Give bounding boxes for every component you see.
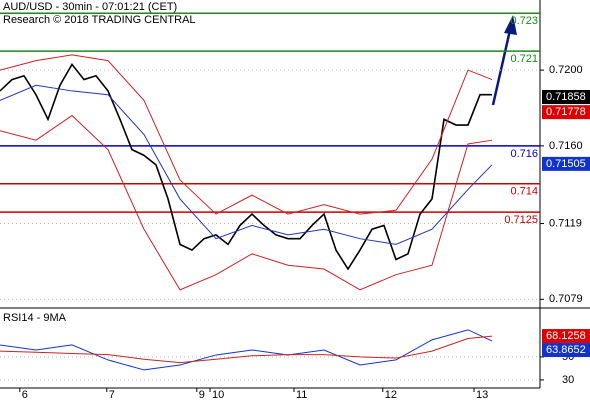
panel-title: RSI14 - 9MA [3, 312, 67, 324]
x-tick-label: 13 [476, 389, 488, 400]
level-label: 0.714 [510, 186, 538, 198]
price-tag [542, 105, 590, 120]
level-label: 0.7125 [504, 214, 538, 226]
arrow [491, 15, 517, 106]
price-tag-label: 0.71505 [546, 158, 586, 170]
series-line [0, 62, 492, 271]
x-tick-label: 9 [199, 389, 205, 400]
price-tag [542, 89, 590, 104]
series-line [0, 329, 493, 371]
y-tick-label: 0.7079 [549, 293, 583, 305]
series-line [0, 335, 493, 364]
x-tick-label: 6 [22, 389, 28, 400]
y-tick-label: 0.7160 [549, 140, 583, 152]
price-tag-label: 0.71778 [546, 106, 586, 118]
price-tag [542, 156, 590, 171]
level-label: 0.716 [510, 148, 538, 160]
series-line [0, 114, 493, 291]
series-line [0, 84, 493, 245]
price-tag-label: 68.1258 [546, 330, 586, 342]
series-line [0, 54, 493, 215]
price-tag-label: 63.8652 [546, 344, 586, 356]
y-tick-label: 0.7119 [549, 217, 582, 229]
y-tick-label: 30 [562, 374, 574, 386]
chart-subtitle: Research © 2018 TRADING CENTRAL [3, 14, 196, 26]
price-tag [542, 343, 590, 358]
y-tick-label: 0.7200 [549, 64, 583, 76]
x-tick-label: 11 [296, 389, 307, 400]
price-tag [542, 329, 590, 344]
level-label: 0.723 [510, 15, 538, 27]
level-label: 0.721 [510, 53, 538, 65]
x-tick-label: 7 [109, 389, 115, 400]
chart-title: AUD/USD - 30min - 07:01:21 (CET) [3, 1, 177, 13]
price-tag-label: 0.71858 [546, 91, 586, 103]
x-tick-label: 12 [385, 389, 397, 400]
x-tick-label: 10 [212, 389, 224, 400]
